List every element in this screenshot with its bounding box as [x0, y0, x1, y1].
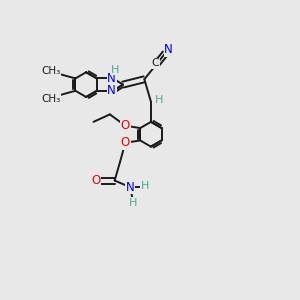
Text: C: C	[152, 58, 159, 68]
Text: N: N	[126, 181, 134, 194]
Text: N: N	[107, 84, 116, 97]
Text: O: O	[121, 119, 130, 132]
Text: H: H	[129, 197, 137, 208]
Text: N: N	[107, 72, 116, 85]
Text: H: H	[110, 64, 119, 74]
Text: N: N	[164, 43, 173, 56]
Text: CH₃: CH₃	[41, 94, 60, 103]
Text: O: O	[91, 174, 101, 187]
Text: O: O	[121, 136, 130, 149]
Text: CH₃: CH₃	[41, 66, 60, 76]
Text: H: H	[155, 95, 164, 105]
Text: H: H	[141, 182, 149, 191]
